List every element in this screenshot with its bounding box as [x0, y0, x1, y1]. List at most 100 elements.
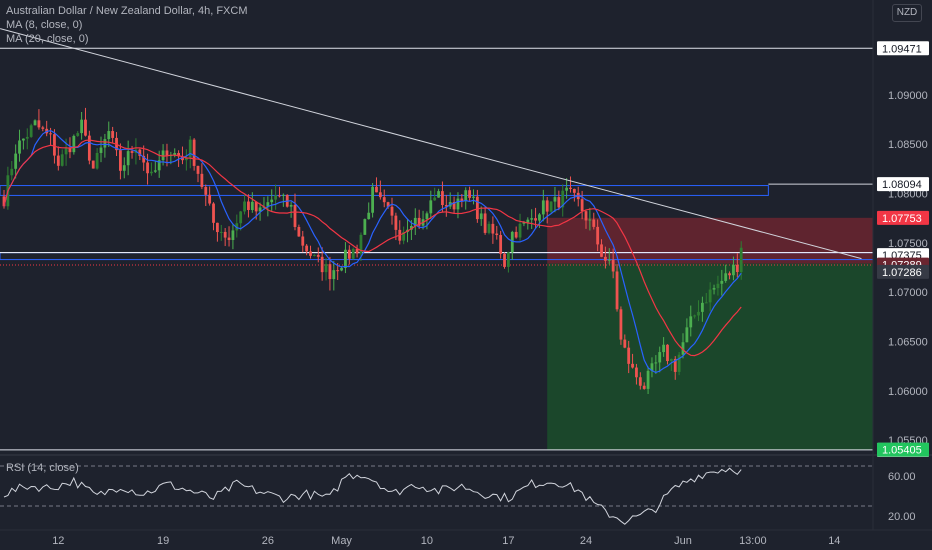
candle [258, 207, 262, 212]
candle [526, 219, 530, 223]
candle [192, 139, 196, 166]
candle [173, 153, 177, 156]
price-label-bg [877, 264, 929, 279]
candle [673, 358, 677, 372]
candle [530, 218, 534, 220]
candle [200, 173, 204, 188]
candle [41, 127, 45, 129]
candle [600, 244, 603, 257]
candle [592, 219, 596, 227]
price-label-bg [877, 442, 929, 457]
candle [495, 233, 499, 236]
currency-button[interactable]: NZD [892, 4, 922, 22]
time-tick-label: 17 [502, 535, 514, 547]
price-label: 1.05405 [882, 445, 922, 457]
candle [138, 149, 142, 156]
candle [503, 253, 506, 267]
time-tick-label: 24 [580, 535, 592, 547]
rsi-tick-label: 60.00 [888, 471, 916, 483]
candle [313, 254, 316, 256]
ma-line-20 [3, 139, 742, 357]
candle [697, 311, 700, 316]
candle [732, 264, 735, 276]
candle [184, 157, 188, 161]
candle [464, 190, 468, 202]
candle [80, 119, 83, 134]
level-label: 1.08094 [882, 179, 922, 191]
candle [72, 135, 76, 153]
candle [18, 140, 21, 154]
price-tick-label: 1.06000 [888, 386, 928, 398]
rsi-legend[interactable]: RSI (14, close) [6, 462, 79, 474]
time-tick-label: 14 [828, 535, 840, 547]
candle [22, 138, 25, 141]
candle [685, 327, 689, 343]
candle [475, 196, 479, 220]
candle [316, 254, 320, 257]
candle [534, 218, 537, 221]
candle [165, 150, 169, 157]
candle [460, 198, 464, 202]
candle [239, 211, 243, 224]
candle [553, 197, 557, 202]
candle [119, 150, 122, 171]
candle [724, 273, 728, 281]
candle [266, 202, 270, 207]
candle [60, 154, 64, 166]
time-tick-label: 19 [157, 535, 169, 547]
candle [662, 344, 665, 353]
candle [650, 363, 654, 371]
candle [363, 219, 367, 235]
candle [250, 201, 254, 210]
price-tick-label: 1.07500 [888, 238, 928, 250]
candle [371, 186, 374, 213]
candle [545, 200, 549, 212]
candle [10, 168, 14, 176]
candle [204, 187, 208, 195]
candle [247, 201, 250, 210]
candle [417, 217, 421, 226]
candle [538, 214, 541, 221]
candle [386, 202, 390, 207]
candle [557, 197, 561, 208]
candle [76, 133, 80, 136]
candle [491, 223, 495, 234]
candle [456, 198, 460, 210]
candle [522, 222, 526, 224]
candle [704, 302, 708, 304]
candle [33, 120, 37, 126]
candle [309, 251, 312, 256]
candle [619, 309, 623, 340]
candle [549, 201, 553, 212]
candle [235, 223, 239, 231]
candle [712, 288, 716, 290]
candle [56, 155, 60, 166]
candle [122, 165, 126, 171]
candle [281, 194, 285, 196]
candle [584, 211, 588, 221]
candle [596, 226, 600, 245]
symbol-title[interactable]: Australian Dollar / New Zealand Dollar, … [6, 5, 248, 17]
candle [142, 155, 146, 163]
candle [64, 148, 68, 155]
candle [274, 195, 277, 200]
price-tick-label: 1.09000 [888, 90, 928, 102]
candle [297, 226, 301, 237]
candle [452, 202, 456, 210]
candle [402, 231, 406, 241]
time-tick-label: Jun [674, 535, 692, 547]
ma8-legend[interactable]: MA (8, close, 0) [6, 19, 83, 31]
candle [146, 162, 149, 174]
candle [340, 267, 343, 271]
ma20-legend[interactable]: MA (20, close, 0) [6, 33, 89, 45]
candle [91, 160, 95, 169]
candle [99, 147, 103, 153]
candle [635, 367, 638, 378]
candle [68, 148, 72, 153]
level-label-bg [877, 41, 929, 56]
candle [270, 199, 274, 203]
candle [130, 151, 134, 153]
candle [580, 199, 584, 212]
candle [161, 150, 165, 161]
